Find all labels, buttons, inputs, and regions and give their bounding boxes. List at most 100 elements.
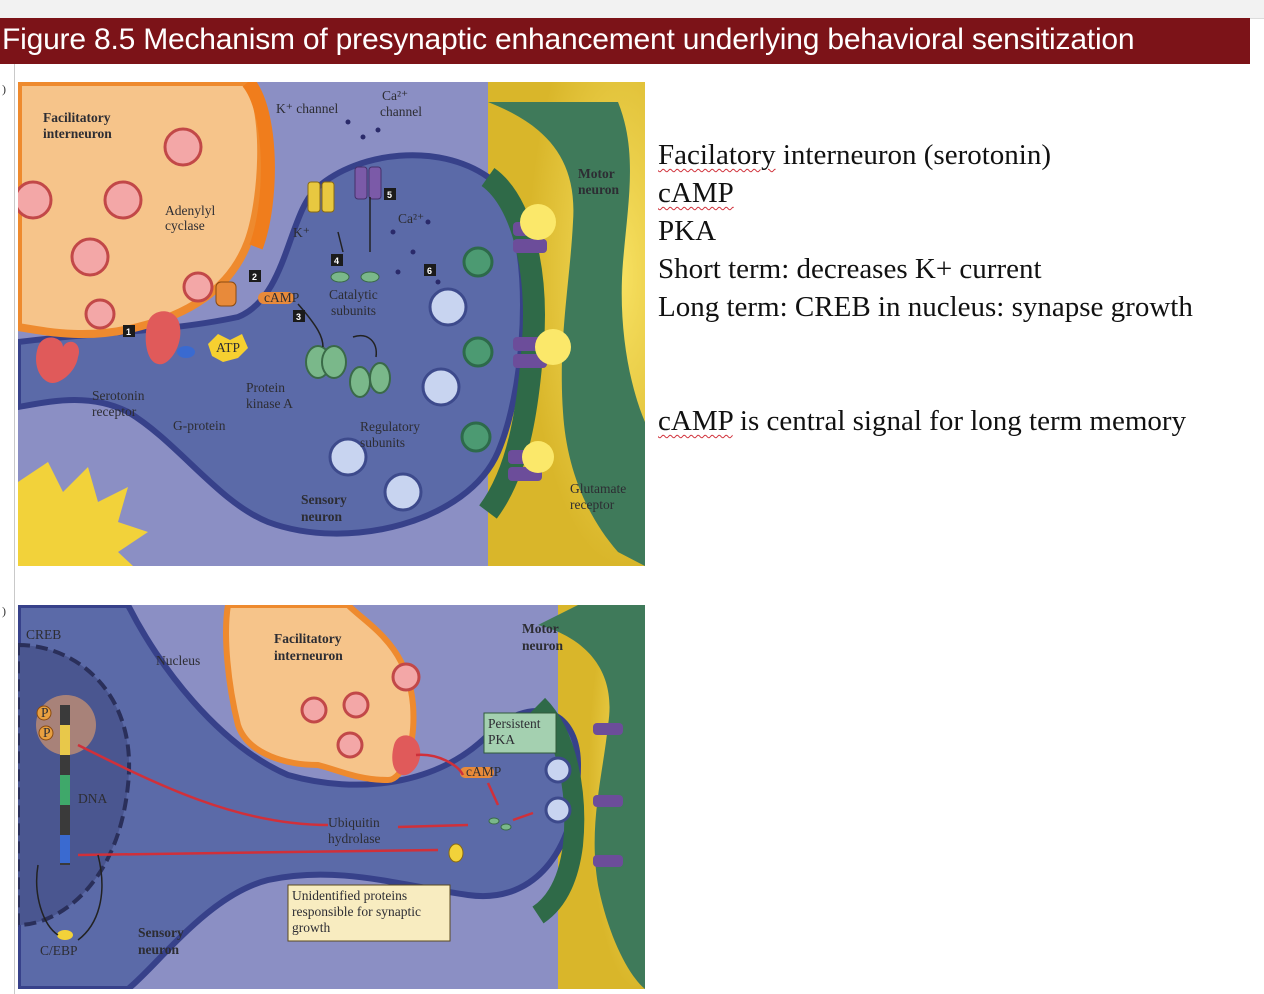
camp-token	[258, 292, 294, 304]
label-persistent-2: PKA	[488, 732, 515, 747]
label-ca-channel-1: Ca²⁺	[382, 88, 408, 103]
label-unidentified-3: growth	[292, 920, 330, 935]
label-p-2: P	[43, 725, 51, 740]
label-dna: DNA	[78, 791, 107, 806]
label-motor-2: neuron	[578, 182, 620, 197]
serotonin-receptor-left	[36, 337, 80, 383]
label-facilitatory-b1: Facilitatory	[274, 631, 342, 646]
figure-title: Figure 8.5 Mechanism of presynaptic enha…	[2, 23, 1135, 56]
label-sensory-1: Sensory	[301, 492, 347, 507]
atp-burst	[208, 334, 248, 362]
svg-text:3: 3	[296, 312, 301, 322]
label-serotonin-1: Serotonin	[92, 388, 145, 403]
label-serotonin-2: receptor	[92, 404, 137, 419]
motor-neuron-b	[538, 605, 645, 989]
note-line-7: cAMP is central signal for long term mem…	[658, 402, 1258, 440]
note-line-5: Long term: CREB in nucleus: synapse grow…	[658, 291, 1193, 323]
panel-a-edge-marker: )	[2, 82, 6, 96]
panel-a-diagram: ATP cAMP 1 2 3 4 5 6 Facilitatory intern…	[18, 82, 645, 566]
note-1-rest: interneuron (serotonin)	[775, 139, 1051, 171]
label-g-protein: G-protein	[173, 418, 226, 433]
label-ca-ion: Ca²⁺	[398, 211, 424, 226]
label-creb: CREB	[26, 627, 61, 642]
label-ca-channel-2: channel	[380, 104, 422, 119]
svg-text:5: 5	[387, 190, 392, 200]
label-catalytic-2: subunits	[331, 303, 376, 318]
label-nucleus: Nucleus	[156, 653, 200, 668]
panel-b-edge-marker: )	[2, 604, 6, 618]
serotonin-vesicles	[18, 127, 214, 330]
title-bar: Figure 8.5 Mechanism of presynaptic enha…	[0, 18, 1250, 64]
pka-subunit-b2	[500, 823, 512, 831]
label-pka-1: Protein	[246, 380, 285, 395]
note-line-1: Facilatory interneuron (serotonin)	[658, 136, 1258, 174]
label-regulatory-2: subunits	[360, 435, 405, 450]
label-unidentified-1: Unidentified proteins	[292, 888, 407, 903]
phospho-p-2	[38, 725, 54, 741]
label-adenylyl-1: Adenylyl	[165, 203, 215, 218]
serotonin-receptor	[145, 311, 181, 365]
label-glutamate-1: Glutamate	[570, 481, 626, 496]
label-unidentified-2: responsible for synaptic	[292, 904, 421, 919]
label-sensory-2: neuron	[301, 509, 343, 524]
unidentified-proteins-box	[287, 884, 451, 942]
note-7-rest: is central signal for long term memory	[732, 405, 1187, 437]
step-markers: 1 2 3 4 5 6	[123, 188, 436, 337]
label-sensory-b2: neuron	[138, 942, 180, 957]
label-glutamate-2: receptor	[570, 497, 615, 512]
label-ubiquitin-2: hydrolase	[328, 831, 380, 846]
adenylyl-cyclase-shape	[215, 281, 237, 307]
camp-label: cAMP	[264, 290, 299, 305]
label-facilitatory-1: Facilitatory	[43, 110, 111, 125]
black-arrows	[36, 854, 103, 941]
svg-text:4: 4	[334, 256, 339, 266]
pka-subunit-b1	[488, 817, 500, 825]
note-line-2: cAMP	[658, 174, 1258, 212]
panel-a-svg: ATP cAMP 1 2 3 4 5 6 Facilitatory intern…	[18, 82, 645, 566]
ion-dots	[345, 119, 441, 285]
motor-neuron-membrane	[488, 102, 645, 566]
motor-edge-b	[530, 697, 585, 924]
note-7-flagged: cAMP	[658, 405, 733, 437]
label-sensory-b1: Sensory	[138, 925, 184, 940]
label-catalytic-1: Catalytic	[329, 287, 378, 302]
dna-column	[60, 705, 70, 865]
label-p-1: P	[41, 705, 49, 720]
label-c-ebp: C/EBP	[40, 943, 78, 958]
motor-flashes	[520, 204, 571, 473]
note-line-spacer	[658, 326, 1258, 402]
label-k-channel: K⁺ channel	[276, 101, 338, 116]
interneuron-orange-edge	[242, 82, 275, 250]
note-line-4: Short term: decreases K+ current	[658, 253, 1042, 285]
label-ubiquitin-1: Ubiquitin	[328, 815, 380, 830]
k-channel-shape	[307, 181, 335, 213]
g-protein-shape	[177, 346, 195, 358]
note-1-flagged: Facilatory	[658, 139, 776, 171]
slide-notes: Facilatory interneuron (serotonin) cAMP …	[658, 136, 1258, 440]
pathway-arrows	[297, 197, 377, 358]
label-adenylyl-2: cyclase	[165, 218, 205, 233]
label-camp-b: cAMP	[466, 764, 501, 779]
svg-text:6: 6	[427, 266, 432, 276]
label-persistent-1: Persistent	[488, 716, 541, 731]
pka-subunits	[305, 271, 391, 398]
persistent-pka-box	[483, 712, 557, 754]
note-line-3: PKA	[658, 215, 717, 247]
label-motor-b2: neuron	[522, 638, 564, 653]
serotonin-vesicles-b	[300, 662, 421, 759]
spark-burst	[18, 462, 148, 566]
atp-label: ATP	[216, 340, 240, 355]
phospho-p-1	[36, 705, 52, 721]
window-top-strip	[0, 0, 1264, 19]
label-pka-2: kinase A	[246, 396, 293, 411]
vesicles-b	[544, 756, 572, 824]
label-facilitatory-2: interneuron	[43, 126, 112, 141]
label-k-ion: K⁺	[293, 225, 310, 240]
red-signal-arrows	[77, 743, 534, 857]
label-regulatory-1: Regulatory	[360, 419, 420, 434]
label-motor-1: Motor	[578, 166, 615, 181]
camp-token-b	[460, 767, 494, 778]
svg-text:2: 2	[252, 272, 257, 282]
panel-b-svg: P P Persistent PKA cAMP	[18, 605, 645, 989]
glutamate-vesicles	[328, 246, 494, 512]
